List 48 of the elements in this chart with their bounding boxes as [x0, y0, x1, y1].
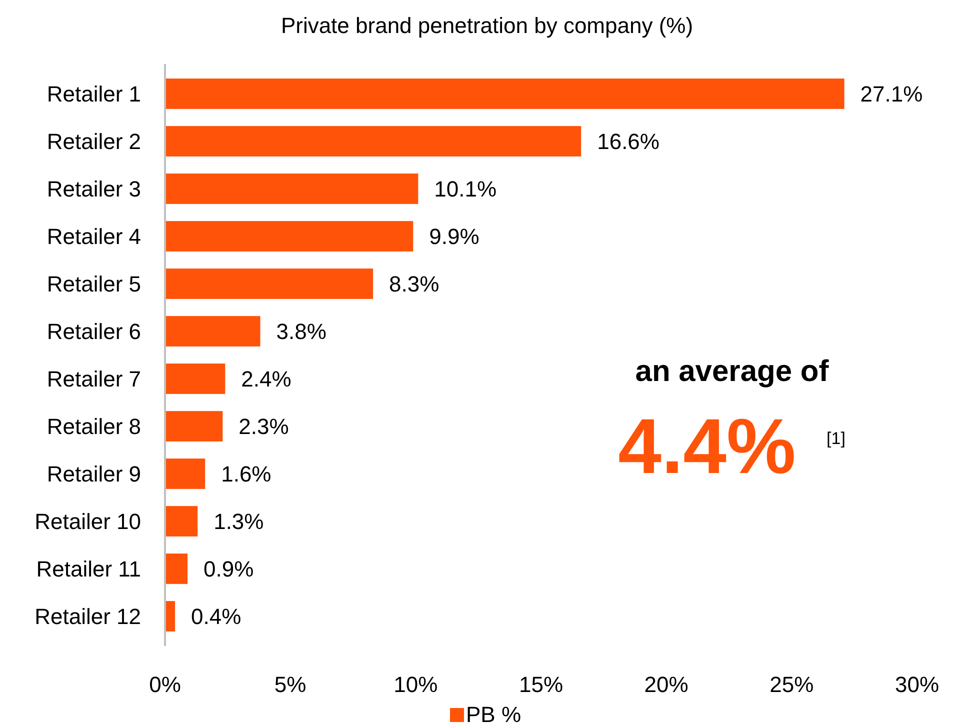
annotation: 4.4%	[618, 402, 796, 490]
y-tick-label: Retailer 4	[46, 224, 141, 249]
y-tick-label: Retailer 9	[46, 461, 141, 486]
x-tick-label: 20%	[644, 672, 688, 697]
bar	[165, 268, 374, 299]
bar	[165, 126, 582, 156]
data-label: 16.6%	[597, 128, 660, 154]
data-label: 0.4%	[191, 604, 242, 629]
data-label: 0.9%	[204, 556, 254, 582]
chart-title: Private brand penetration by company (%)	[280, 13, 694, 38]
bar	[165, 458, 206, 489]
y-tick-label: Retailer 7	[46, 366, 141, 392]
y-tick-label: Retailer 3	[46, 176, 141, 202]
x-tick-label: 10%	[394, 672, 438, 697]
bar	[165, 174, 418, 204]
data-label: 9.9%	[429, 224, 480, 249]
bar	[165, 601, 176, 632]
y-tick-label: Retailer 12	[34, 604, 141, 629]
bar	[165, 221, 414, 252]
y-tick-label: Retailer 6	[46, 318, 141, 344]
bar	[165, 554, 188, 584]
x-tick-label: 0%	[149, 672, 181, 697]
annotation: an average of	[635, 355, 830, 388]
x-tick-label: 5%	[274, 672, 306, 697]
bar	[165, 78, 844, 109]
y-tick-label: Retailer 1	[46, 81, 141, 106]
bar	[165, 316, 260, 346]
y-tick-label: Retailer 8	[46, 414, 141, 439]
y-tick-label: Retailer 10	[34, 508, 141, 534]
data-label: 10.1%	[434, 176, 497, 202]
data-label: 27.1%	[860, 81, 923, 106]
data-label: 1.6%	[221, 461, 272, 486]
data-label: 2.3%	[238, 414, 289, 439]
y-tick-label: Retailer 11	[36, 556, 141, 582]
bar	[165, 506, 198, 536]
y-tick-label: Retailer 2	[46, 128, 141, 154]
bar	[165, 411, 223, 442]
legend-label: PB %	[466, 702, 522, 725]
data-label: 1.3%	[214, 508, 264, 534]
annotation: [1]	[826, 429, 846, 448]
data-label: 8.3%	[389, 271, 440, 296]
y-tick-label: Retailer 5	[46, 271, 141, 296]
x-tick-label: 25%	[770, 672, 814, 697]
data-label: 3.8%	[276, 318, 326, 344]
x-tick-label: 15%	[518, 672, 564, 697]
bar	[165, 364, 226, 394]
data-label: 2.4%	[241, 366, 292, 392]
x-tick-label: 30%	[894, 672, 940, 697]
